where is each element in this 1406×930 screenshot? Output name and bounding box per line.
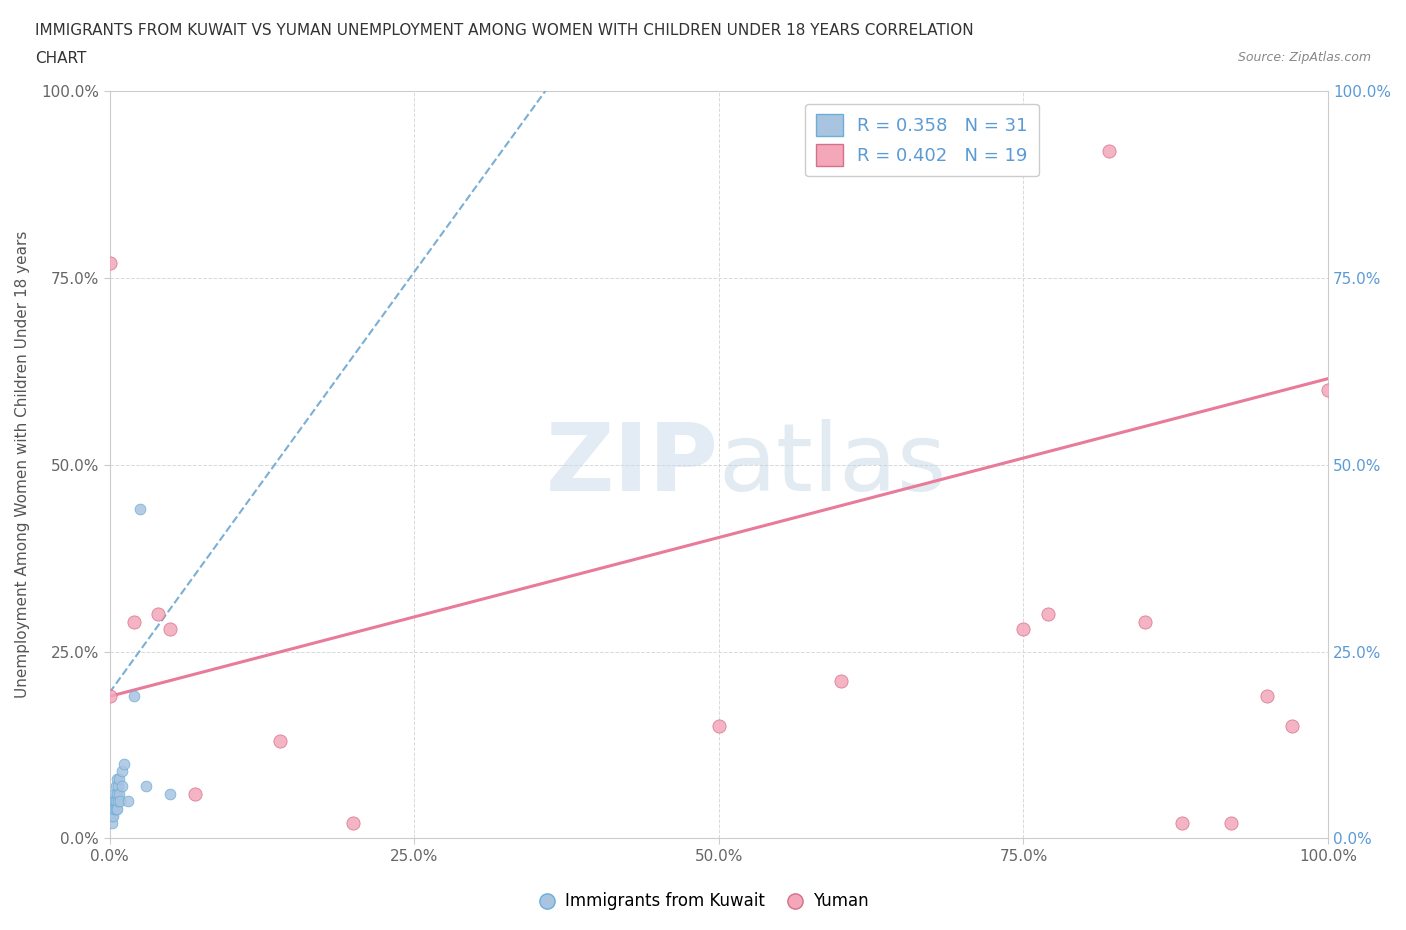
Point xyxy=(105,771,128,786)
Text: CHART: CHART xyxy=(35,51,87,66)
Point xyxy=(104,793,127,808)
Text: ZIP: ZIP xyxy=(546,418,718,511)
Legend: Immigrants from Kuwait, Yuman: Immigrants from Kuwait, Yuman xyxy=(530,885,876,917)
Point xyxy=(135,778,157,793)
Y-axis label: Unemployment Among Women with Children Under 18 years: Unemployment Among Women with Children U… xyxy=(15,231,30,698)
Point xyxy=(148,606,170,621)
Point xyxy=(110,793,132,808)
Point xyxy=(159,621,181,636)
Text: Source: ZipAtlas.com: Source: ZipAtlas.com xyxy=(1237,51,1371,64)
Point xyxy=(112,756,135,771)
Point xyxy=(129,502,152,517)
Point xyxy=(103,801,125,816)
Point xyxy=(1135,614,1157,629)
Point xyxy=(98,689,121,704)
Point xyxy=(1036,606,1059,621)
Text: IMMIGRANTS FROM KUWAIT VS YUMAN UNEMPLOYMENT AMONG WOMEN WITH CHILDREN UNDER 18 : IMMIGRANTS FROM KUWAIT VS YUMAN UNEMPLOY… xyxy=(35,23,974,38)
Point xyxy=(107,793,129,808)
Point xyxy=(103,801,125,816)
Point xyxy=(101,801,124,816)
Point xyxy=(104,801,127,816)
Point xyxy=(707,719,730,734)
Point xyxy=(105,801,128,816)
Point xyxy=(104,778,127,793)
Point xyxy=(108,771,131,786)
Point xyxy=(103,793,125,808)
Point xyxy=(100,801,122,816)
Point xyxy=(1098,143,1121,158)
Point xyxy=(1171,816,1194,830)
Point xyxy=(111,778,134,793)
Point xyxy=(101,816,124,830)
Point xyxy=(269,734,291,749)
Point xyxy=(342,816,364,830)
Point xyxy=(101,793,124,808)
Point xyxy=(100,808,122,823)
Point xyxy=(107,778,129,793)
Text: atlas: atlas xyxy=(718,418,948,511)
Point xyxy=(105,786,128,801)
Point xyxy=(830,674,852,689)
Point xyxy=(1317,382,1340,397)
Point xyxy=(103,793,125,808)
Point xyxy=(103,786,125,801)
Point xyxy=(1219,816,1241,830)
Point xyxy=(122,614,145,629)
Point xyxy=(101,808,124,823)
Point xyxy=(117,793,139,808)
Point xyxy=(1281,719,1303,734)
Point xyxy=(1256,689,1278,704)
Point xyxy=(111,764,134,778)
Point xyxy=(159,786,181,801)
Point xyxy=(98,255,121,270)
Point xyxy=(108,786,131,801)
Point xyxy=(1012,621,1035,636)
Point xyxy=(122,689,145,704)
Point xyxy=(184,786,207,801)
Point xyxy=(103,808,125,823)
Legend: R = 0.358   N = 31, R = 0.402   N = 19: R = 0.358 N = 31, R = 0.402 N = 19 xyxy=(806,103,1039,177)
